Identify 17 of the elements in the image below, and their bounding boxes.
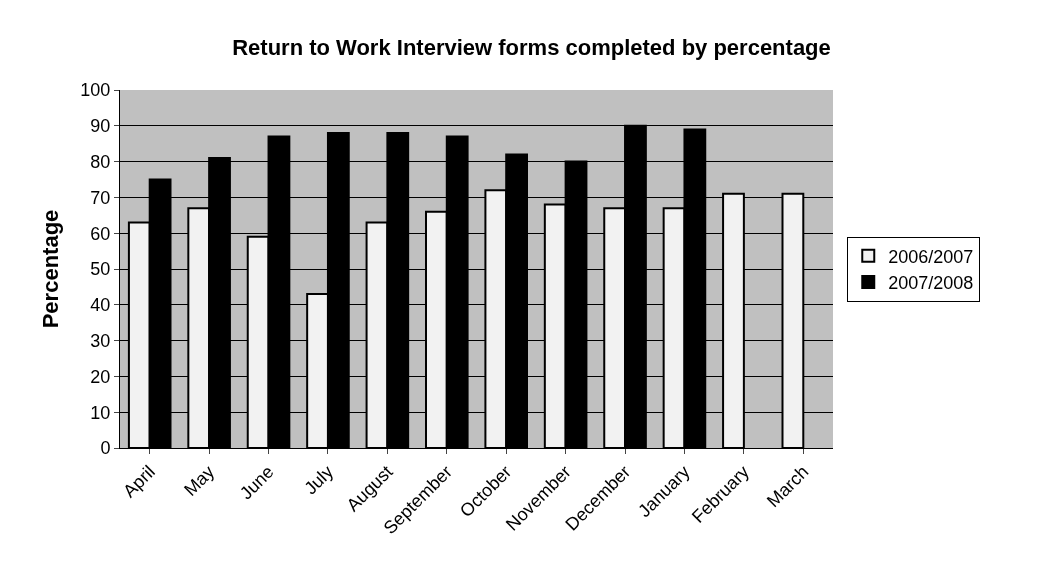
y-tick-label: 40 — [90, 295, 111, 316]
y-tick-label: 60 — [90, 223, 111, 244]
y-tick-label: 50 — [90, 259, 111, 280]
y-tick-label: 0 — [100, 438, 111, 459]
y-tick-label: 30 — [90, 330, 111, 351]
y-tick-label: 20 — [90, 366, 111, 387]
y-tick-label: 70 — [90, 187, 111, 208]
y-tick-label: 90 — [90, 116, 111, 137]
legend-label: 2007/2008 — [888, 273, 974, 294]
y-tick-label: 10 — [90, 402, 111, 423]
legend-label: 2006/2007 — [888, 246, 974, 267]
y-tick-label: 100 — [80, 80, 111, 101]
x-tick-label: May — [180, 461, 219, 500]
chart-title: Return to Work Interview forms completed by percentage — [232, 35, 831, 61]
y-axis-title: Percentage — [38, 209, 64, 329]
y-tick-label: 80 — [90, 151, 111, 172]
x-tick-label: July — [300, 461, 338, 499]
